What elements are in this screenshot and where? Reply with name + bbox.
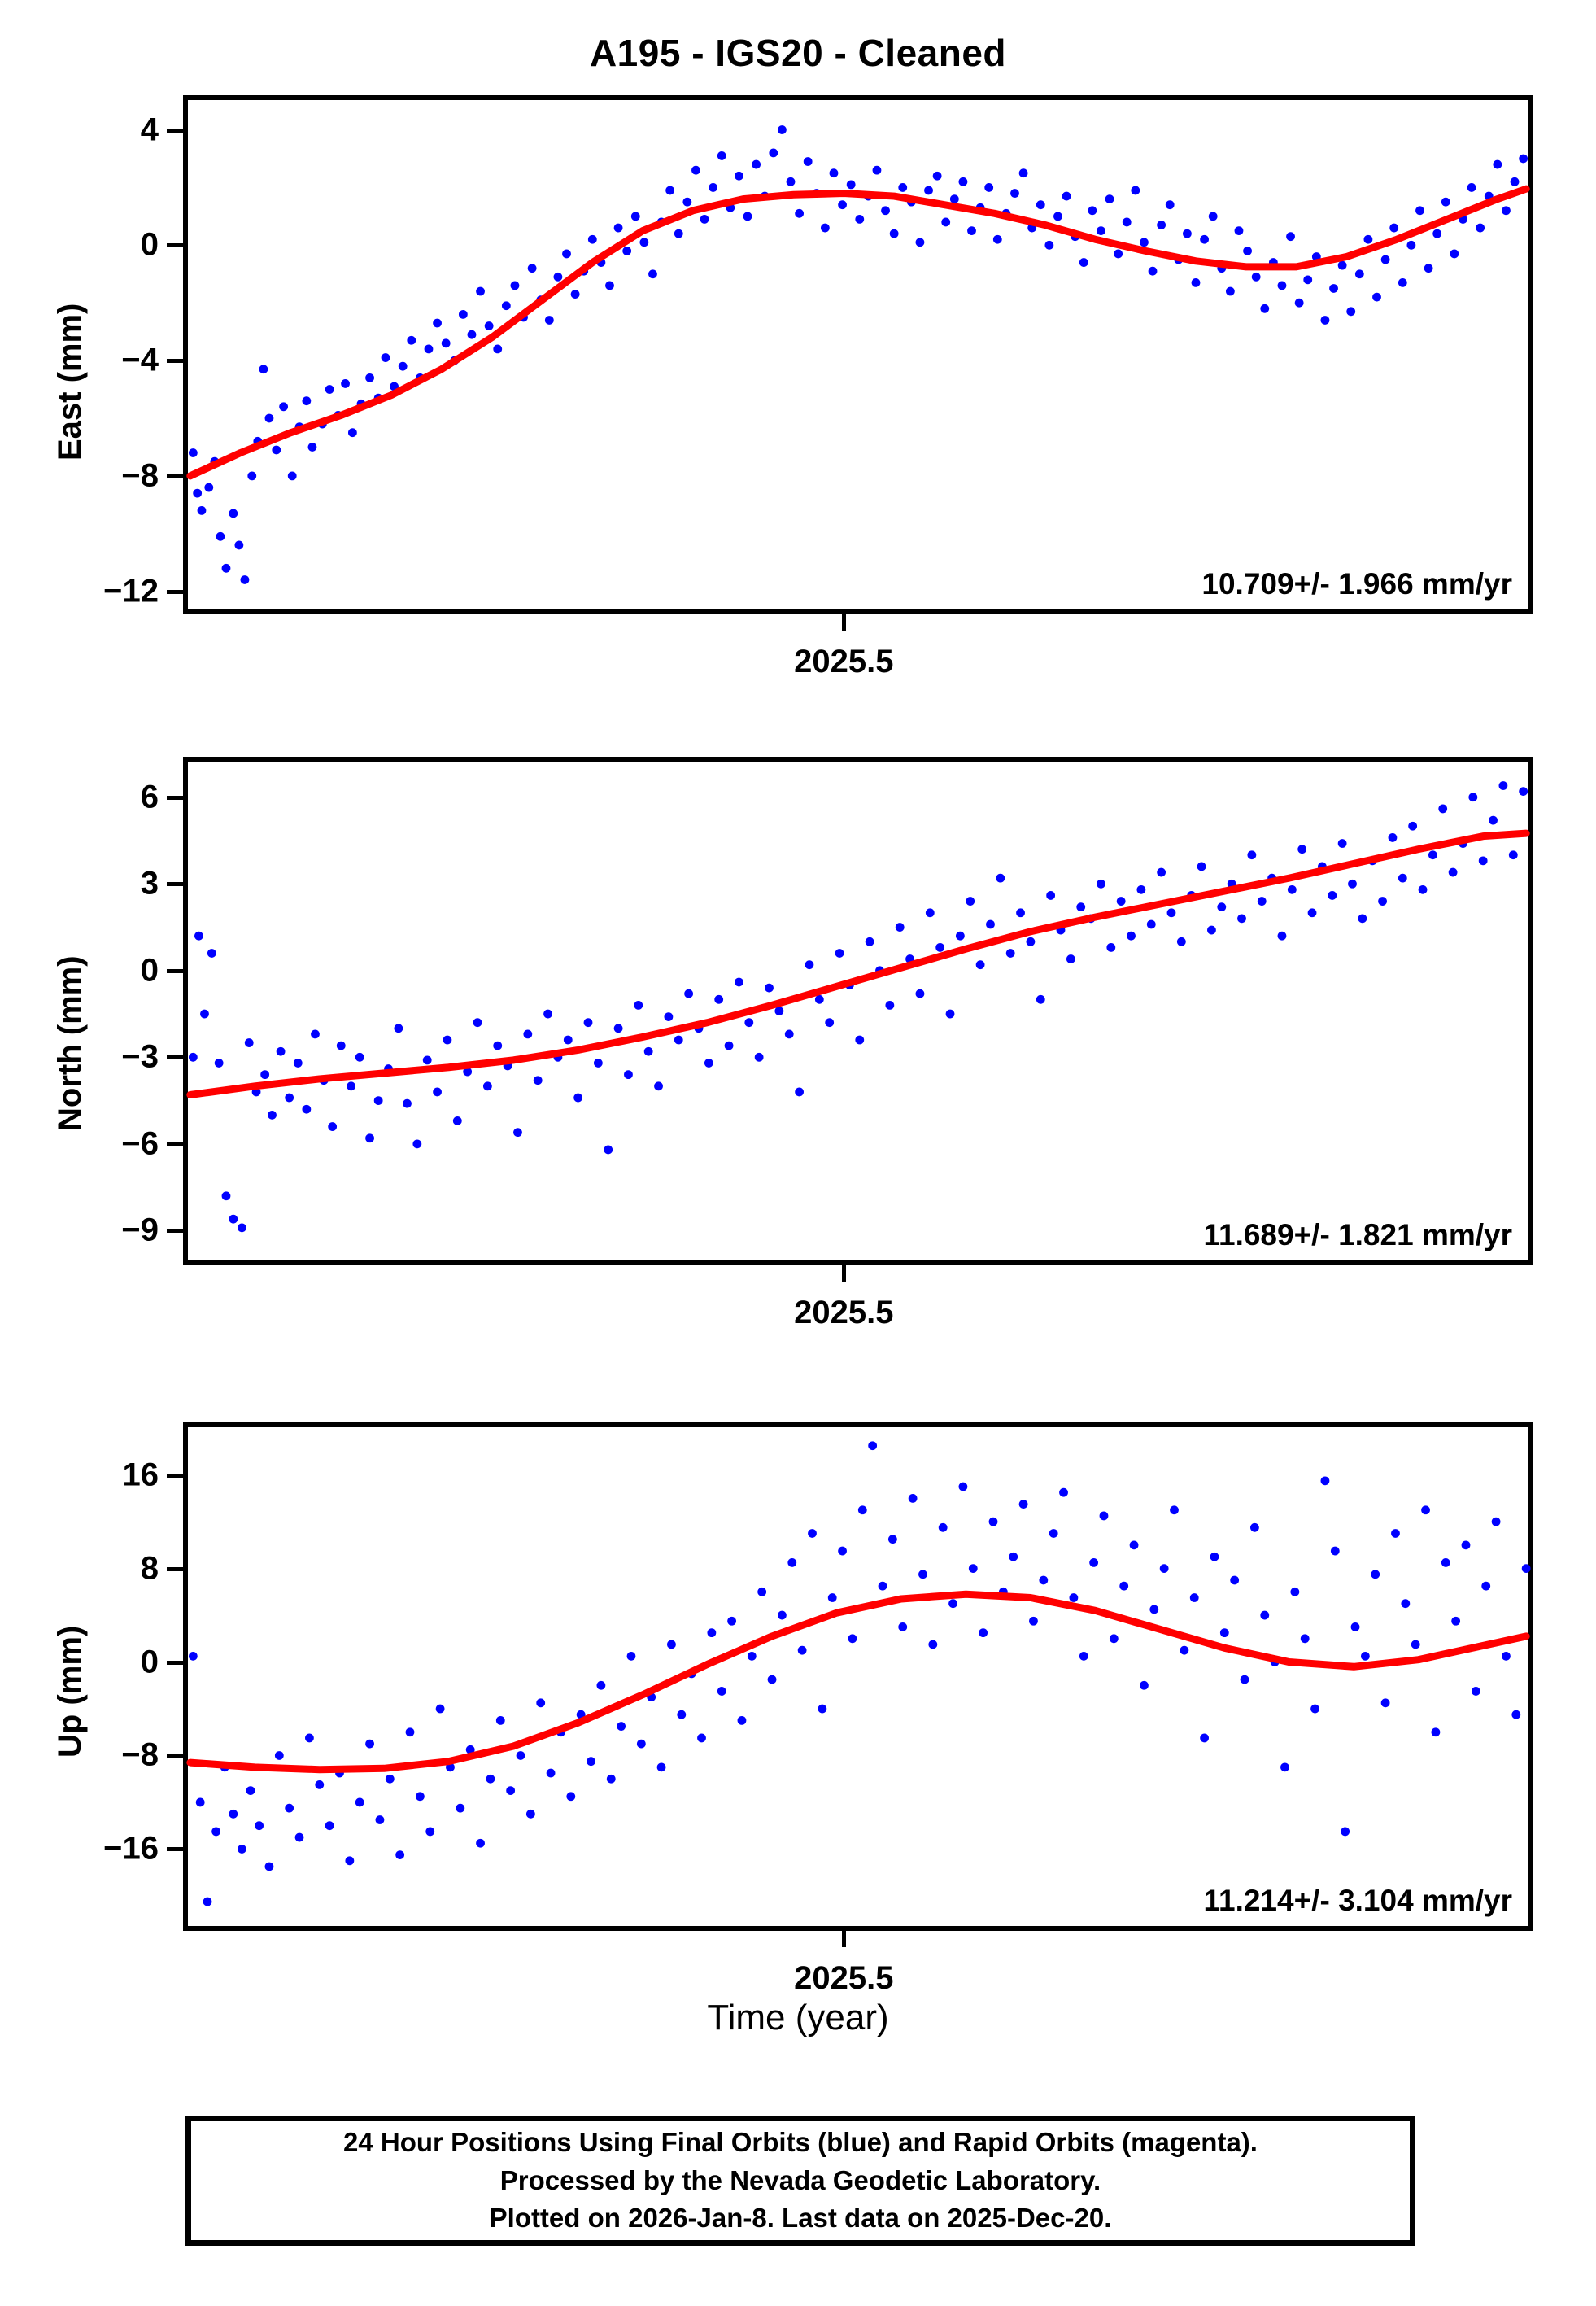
footer-note-box: 24 Hour Positions Using Final Orbits (bl… bbox=[185, 2116, 1415, 2246]
plot-area-up bbox=[186, 1441, 1531, 1906]
y-tick-mark bbox=[167, 1473, 183, 1478]
y-tick-mark bbox=[167, 795, 183, 800]
y-tick-label: −8 bbox=[121, 1736, 159, 1773]
y-tick-mark bbox=[167, 1847, 183, 1852]
chart-panel-east: 10.709+/- 1.966 mm/yr bbox=[183, 95, 1533, 614]
plot-frame-east bbox=[183, 95, 1533, 614]
plot-frame-north bbox=[183, 757, 1533, 1265]
y-tick-label: −6 bbox=[121, 1125, 159, 1162]
x-tick-mark bbox=[842, 1931, 847, 1947]
y-tick-label: −8 bbox=[121, 457, 159, 494]
y-tick-label: −12 bbox=[103, 573, 159, 609]
plot-area-north bbox=[186, 781, 1530, 1233]
y-tick-mark bbox=[167, 1229, 183, 1234]
y-tick-label: 0 bbox=[140, 952, 159, 989]
x-tick-mark bbox=[842, 614, 847, 631]
footer-line-1: 24 Hour Positions Using Final Orbits (bl… bbox=[343, 2126, 1258, 2157]
y-tick-label: −3 bbox=[121, 1038, 159, 1075]
x-tick-mark bbox=[842, 1265, 847, 1282]
y-tick-label: 8 bbox=[140, 1550, 159, 1587]
y-tick-label: −9 bbox=[121, 1212, 159, 1248]
y-tick-mark bbox=[167, 1660, 183, 1665]
y-tick-mark bbox=[167, 1566, 183, 1571]
y-axis-label-east: East (mm) bbox=[52, 303, 88, 461]
x-tick-label: 2025.5 bbox=[794, 644, 894, 679]
footer-line-3: Plotted on 2026-Jan-8. Last data on 2025… bbox=[489, 2203, 1112, 2234]
plot-area-east bbox=[186, 125, 1530, 584]
y-tick-mark bbox=[167, 1142, 183, 1146]
y-tick-label: 4 bbox=[140, 111, 159, 148]
y-tick-label: 0 bbox=[140, 226, 159, 263]
footer-line-2: Processed by the Nevada Geodetic Laborat… bbox=[499, 2164, 1101, 2195]
x-tick-label: 2025.5 bbox=[794, 1960, 894, 1996]
y-tick-mark bbox=[167, 128, 183, 133]
y-tick-mark bbox=[167, 1055, 183, 1060]
page-title: A195 - IGS20 - Cleaned bbox=[589, 32, 1007, 74]
plot-frame-up bbox=[183, 1422, 1533, 1931]
chart-panel-up: 11.214+/- 3.104 mm/yr bbox=[183, 1422, 1533, 1931]
chart-panel-north: 11.689+/- 1.821 mm/yr bbox=[183, 757, 1533, 1265]
y-tick-label: 16 bbox=[122, 1457, 159, 1493]
y-tick-label: 0 bbox=[140, 1644, 159, 1680]
y-tick-mark bbox=[167, 968, 183, 973]
rate-annotation-up: 11.214+/- 3.104 mm/yr bbox=[1203, 1884, 1512, 1917]
x-axis-title: Time (year) bbox=[707, 1998, 889, 2037]
y-tick-mark bbox=[167, 882, 183, 887]
y-tick-mark bbox=[167, 589, 183, 594]
y-tick-mark bbox=[167, 1754, 183, 1758]
x-tick-label: 2025.5 bbox=[794, 1295, 894, 1330]
y-tick-mark bbox=[167, 243, 183, 248]
y-tick-label: 3 bbox=[140, 865, 159, 902]
y-tick-label: −4 bbox=[121, 342, 159, 378]
y-tick-label: −16 bbox=[103, 1830, 159, 1867]
y-tick-mark bbox=[167, 474, 183, 478]
y-tick-mark bbox=[167, 359, 183, 364]
rate-annotation-east: 10.709+/- 1.966 mm/yr bbox=[1201, 567, 1512, 601]
rate-annotation-north: 11.689+/- 1.821 mm/yr bbox=[1203, 1218, 1512, 1251]
y-tick-label: 6 bbox=[140, 779, 159, 815]
